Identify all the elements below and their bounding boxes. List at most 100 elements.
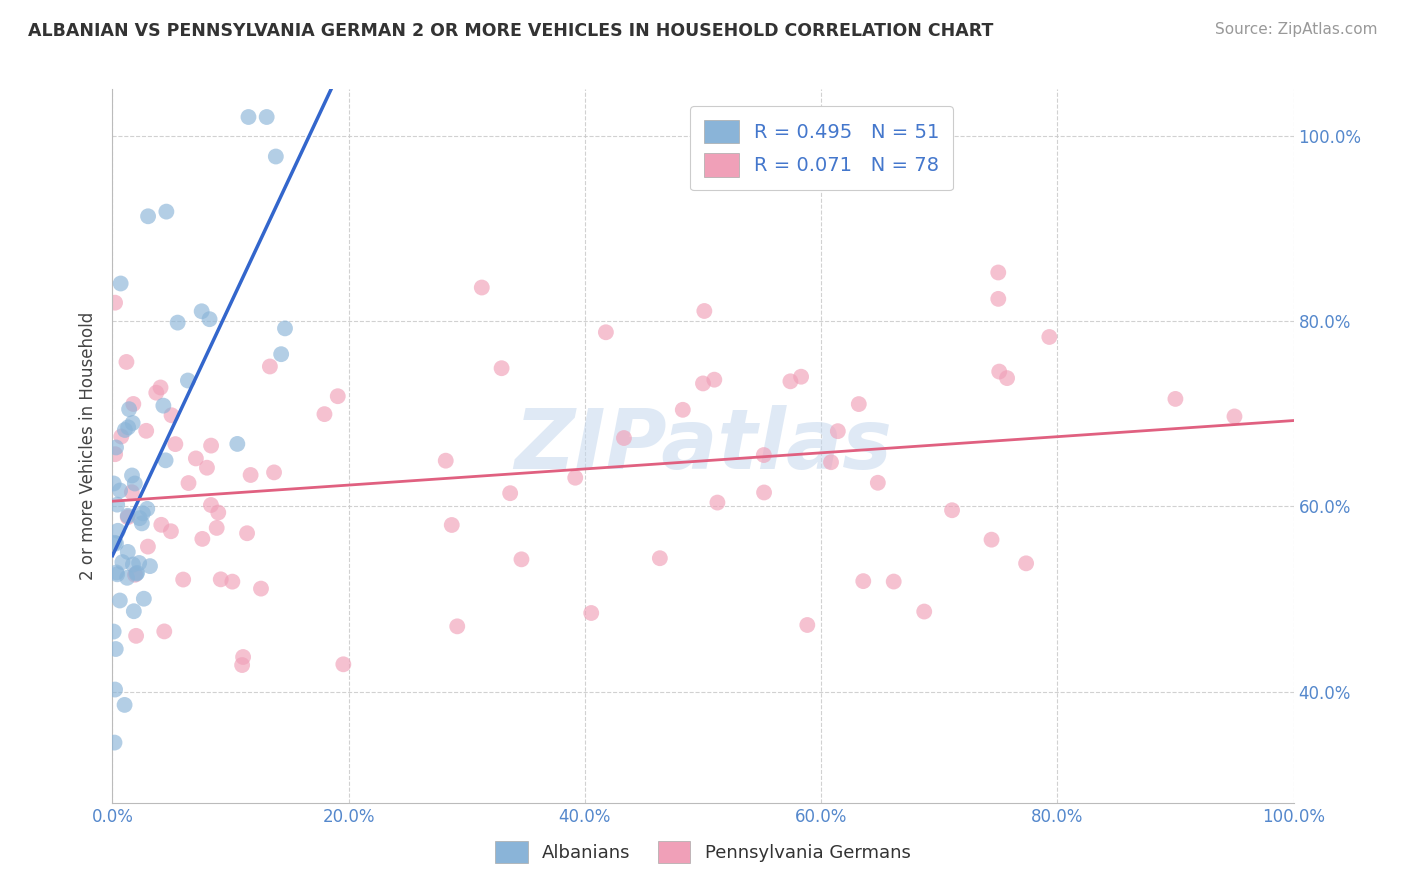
Point [995,371,1018,385]
Point [883,574,905,589]
Point [145,385,167,400]
Point [239,467,262,482]
Point [980,533,1002,547]
Point [779,374,801,388]
Point [165,437,187,451]
Point [703,373,725,387]
Point [264,149,287,163]
Point [135,424,157,438]
Point [118,402,141,417]
Point [125,566,148,580]
Point [115,571,138,585]
Point [941,503,963,517]
Point [111,555,134,569]
Point [440,518,463,533]
Point [693,304,716,318]
Point [136,501,159,516]
Point [232,650,254,665]
Point [105,441,128,455]
Point [115,355,138,369]
Point [160,524,183,539]
Point [184,451,207,466]
Point [326,389,349,403]
Point [110,277,132,291]
Point [121,485,143,500]
Point [852,574,875,588]
Point [108,593,131,607]
Point [122,604,145,618]
Point [131,516,153,531]
Point [314,407,336,421]
Point [491,361,513,376]
Point [988,365,1011,379]
Point [125,629,148,643]
Point [706,495,728,509]
Point [108,483,131,498]
Point [236,526,259,541]
Point [987,292,1010,306]
Point [155,453,177,467]
Point [132,506,155,520]
Point [114,698,136,712]
Point [274,321,297,335]
Point [1038,330,1060,344]
Point [172,573,194,587]
Point [103,624,125,639]
Point [153,624,176,639]
Point [471,280,494,294]
Text: Source: ZipAtlas.com: Source: ZipAtlas.com [1215,22,1378,37]
Point [160,409,183,423]
Point [332,657,354,672]
Point [124,567,146,582]
Point [107,524,129,538]
Point [105,536,128,550]
Point [200,439,222,453]
Point [207,506,229,520]
Point [117,508,139,523]
Point [177,374,200,388]
Point [231,658,253,673]
Point [103,476,125,491]
Legend: Albanians, Pennsylvania Germans: Albanians, Pennsylvania Germans [486,832,920,872]
Point [1164,392,1187,406]
Point [150,517,173,532]
Point [104,447,127,461]
Point [1015,557,1038,571]
Point [848,397,870,411]
Point [128,511,150,525]
Point [200,498,222,512]
Point [122,397,145,411]
Point [110,429,132,443]
Point [136,540,159,554]
Point [166,316,188,330]
Point [820,455,842,469]
Point [117,510,139,524]
Point [672,402,695,417]
Point [114,423,136,437]
Point [564,471,586,485]
Point [270,347,292,361]
Point [790,369,813,384]
Point [198,312,221,326]
Point [103,735,125,749]
Point [692,376,714,391]
Point [752,485,775,500]
Point [104,295,127,310]
Point [987,265,1010,279]
Point [613,431,636,445]
Point [128,556,150,570]
Point [238,110,260,124]
Point [121,416,143,430]
Point [221,574,243,589]
Point [256,110,278,124]
Point [155,204,177,219]
Point [117,545,139,559]
Point [104,642,127,657]
Point [752,448,775,462]
Point [103,536,125,550]
Point [796,618,818,632]
Point [827,424,849,438]
Point [250,582,273,596]
Point [149,380,172,394]
Point [139,559,162,574]
